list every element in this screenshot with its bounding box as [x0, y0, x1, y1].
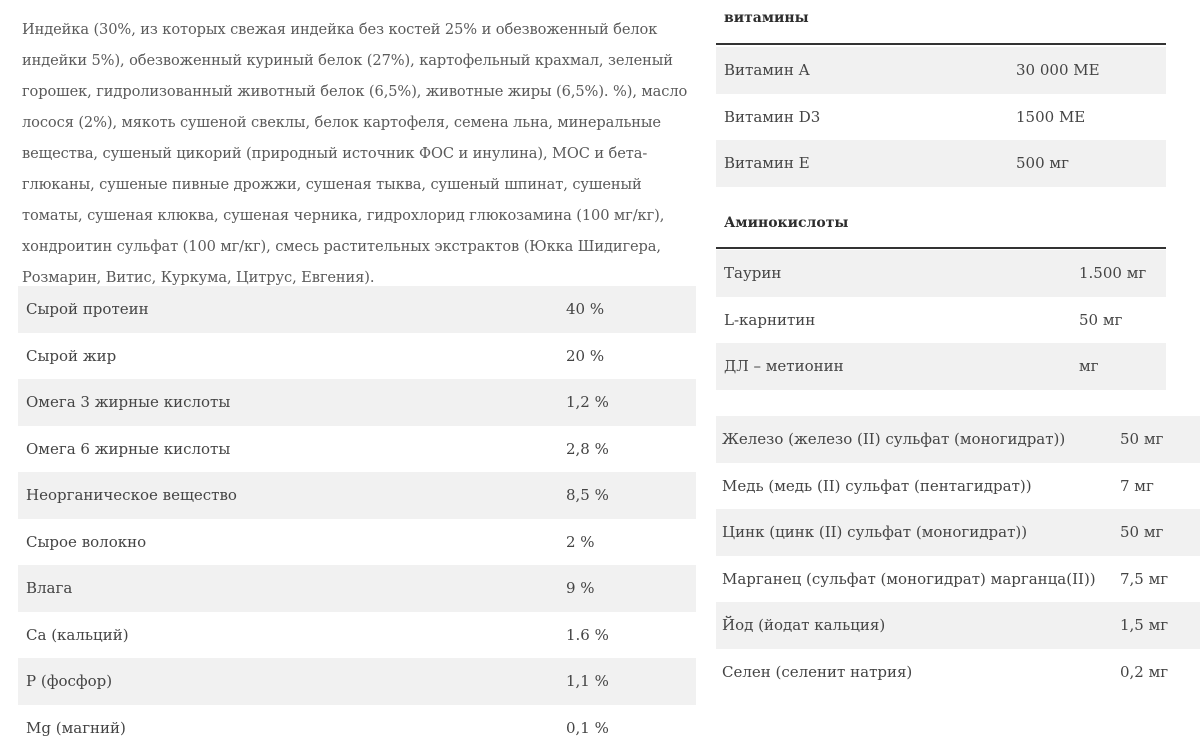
- row-value: 9 %: [560, 565, 696, 612]
- row-name: Сырой протеин: [18, 286, 560, 333]
- row-value: 30 000 МЕ: [1016, 47, 1166, 94]
- row-value: 1,5 мг: [1120, 602, 1200, 649]
- amino-divider: [716, 247, 1166, 249]
- row-name: Омега 6 жирные кислоты: [26, 439, 231, 458]
- table-row: Сырое волокно 2 %: [18, 519, 696, 566]
- row-value: 0,1 %: [566, 718, 609, 737]
- table-row: L-карнитин 50 мг: [716, 297, 1166, 344]
- row-name: Железо (железо (II) сульфат (моногидрат)…: [716, 416, 1120, 463]
- table-row: P (фосфор) 1,1 %: [18, 658, 696, 705]
- row-name: Марганец (сульфат (моногидрат) марганца(…: [722, 569, 1096, 588]
- row-name: Сырое волокно: [26, 532, 147, 551]
- table-row: Марганец (сульфат (моногидрат) марганца(…: [716, 556, 1200, 603]
- row-name: Витамин E: [716, 140, 1016, 187]
- vitamins-table: Витамин A 30 000 МЕ Витамин D3 1500 МЕ Вит…: [716, 47, 1166, 187]
- row-name: Йод (йодат кальция): [716, 602, 1120, 649]
- row-value: мг: [1079, 343, 1166, 390]
- table-row: Витамин D3 1500 МЕ: [716, 94, 1166, 141]
- row-name: Витамин D3: [724, 107, 821, 126]
- row-value: 2,8 %: [566, 439, 609, 458]
- row-value: 1500 МЕ: [1016, 107, 1086, 126]
- row-value: 2 %: [566, 532, 595, 551]
- table-row: Витамин E 500 мг: [716, 140, 1166, 187]
- analysis-table: Сырой протеин 40 % Сырой жир 20 % Омега 3 …: [18, 286, 696, 751]
- table-row: Mg (магний) 0,1 %: [18, 705, 696, 752]
- row-value: 50 мг: [1120, 416, 1200, 463]
- vitamins-title: витамины: [724, 10, 809, 26]
- row-name: Медь (медь (II) сульфат (пентагидрат)): [722, 476, 1032, 495]
- row-value: 40 %: [560, 286, 696, 333]
- table-row: Сырой протеин 40 %: [18, 286, 696, 333]
- table-row: Таурин 1.500 мг: [716, 250, 1166, 297]
- row-name: Сырой жир: [26, 346, 117, 365]
- minerals-table: Железо (железо (II) сульфат (моногидрат)…: [716, 416, 1200, 695]
- amino-title: Аминокислоты: [724, 215, 849, 231]
- row-name: Таурин: [716, 250, 1079, 297]
- row-value: 1,1 %: [560, 658, 696, 705]
- amino-table: Таурин 1.500 мг L-карнитин 50 мг ДЛ – мети…: [716, 250, 1166, 390]
- row-name: Цинк (цинк (II) сульфат (моногидрат)): [716, 509, 1120, 556]
- row-value: 50 мг: [1120, 509, 1200, 556]
- table-row: Йод (йодат кальция) 1,5 мг: [716, 602, 1200, 649]
- row-value: 500 мг: [1016, 140, 1166, 187]
- table-row: Омега 6 жирные кислоты 2,8 %: [18, 426, 696, 473]
- row-name: Mg (магний): [26, 718, 126, 737]
- row-name: Влага: [18, 565, 560, 612]
- table-row: Медь (медь (II) сульфат (пентагидрат)) 7 …: [716, 463, 1200, 510]
- row-name: Витамин A: [716, 47, 1016, 94]
- composition-column: Индейка (30%, из которых свежая индейка …: [0, 0, 700, 737]
- row-name: ДЛ – метионин: [716, 343, 1079, 390]
- table-row: Омега 3 жирные кислоты 1,2 %: [18, 379, 696, 426]
- row-value: 7,5 мг: [1120, 569, 1169, 588]
- row-name: L-карнитин: [724, 310, 816, 329]
- table-row: Железо (железо (II) сульфат (моногидрат)…: [716, 416, 1200, 463]
- row-name: Неорганическое вещество: [18, 472, 560, 519]
- row-value: 1.500 мг: [1079, 250, 1166, 297]
- table-row: Влага 9 %: [18, 565, 696, 612]
- vitamins-divider: [716, 43, 1166, 45]
- row-value: 0,2 мг: [1120, 662, 1169, 681]
- table-row: Селен (селенит натрия) 0,2 мг: [716, 649, 1200, 696]
- row-value: 20 %: [566, 346, 605, 365]
- composition-text: Индейка (30%, из которых свежая индейка …: [22, 21, 688, 286]
- row-value: 8,5 %: [560, 472, 696, 519]
- table-row: Витамин A 30 000 МЕ: [716, 47, 1166, 94]
- row-name: Селен (селенит натрия): [722, 662, 913, 681]
- table-row: Сырой жир 20 %: [18, 333, 696, 380]
- table-row: ДЛ – метионин мг: [716, 343, 1166, 390]
- row-value: 7 мг: [1120, 476, 1154, 495]
- row-name: Омега 3 жирные кислоты: [18, 379, 560, 426]
- table-row: Цинк (цинк (II) сульфат (моногидрат)) 50 …: [716, 509, 1200, 556]
- row-value: 50 мг: [1079, 310, 1123, 329]
- table-row: Ca (кальций) 1.6 %: [18, 612, 696, 659]
- row-name: Ca (кальций): [26, 625, 129, 644]
- row-value: 1,2 %: [560, 379, 696, 426]
- row-value: 1.6 %: [566, 625, 609, 644]
- row-name: P (фосфор): [18, 658, 560, 705]
- table-row: Неорганическое вещество 8,5 %: [18, 472, 696, 519]
